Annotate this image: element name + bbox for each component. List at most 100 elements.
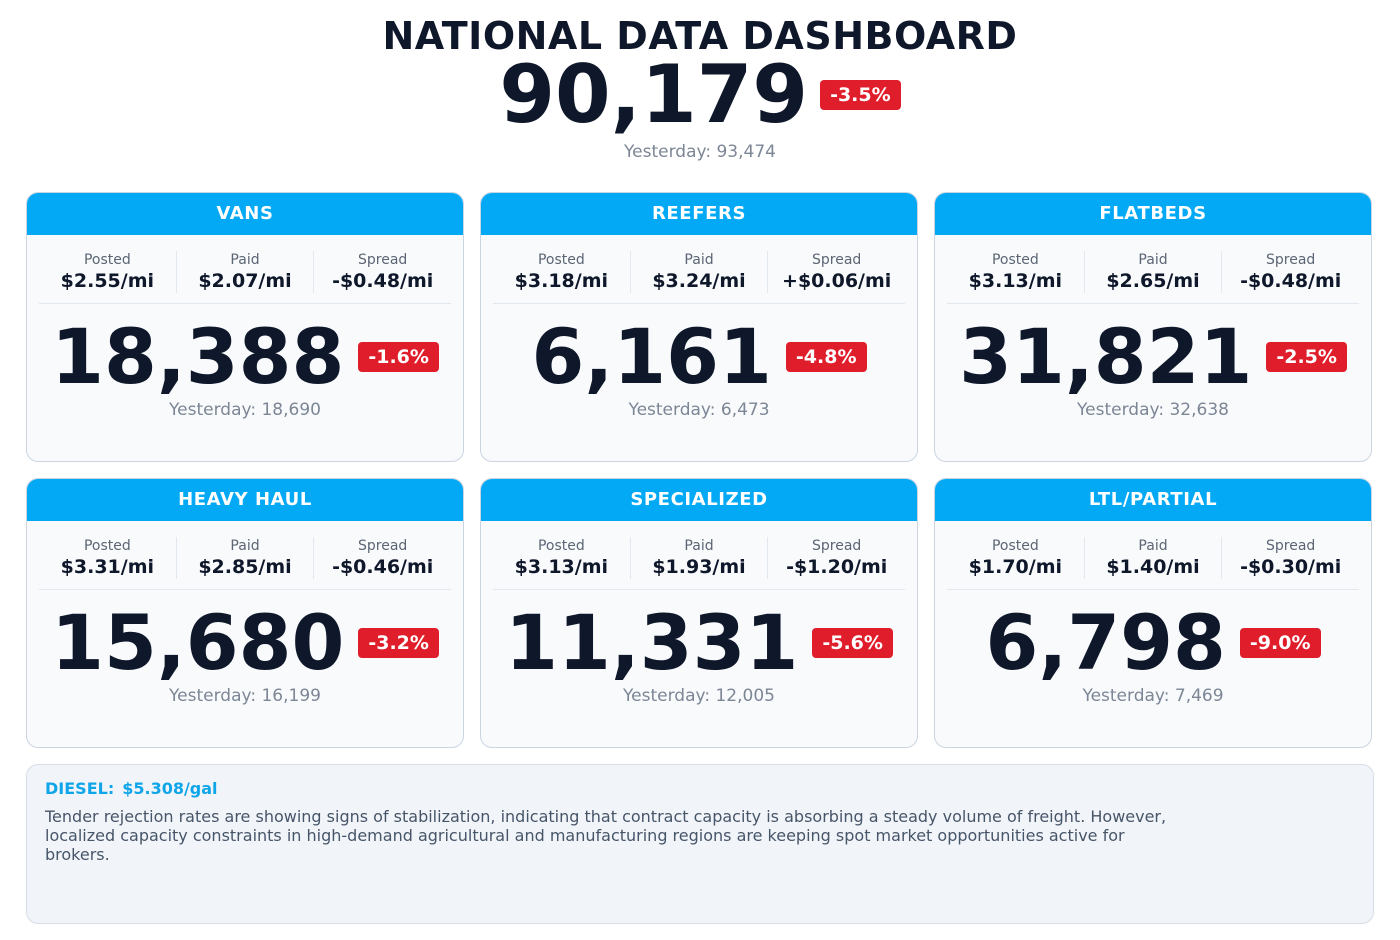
metric: Posted $1.70/mi [947,537,1084,579]
count-row: 6,798 -9.0% [935,600,1371,686]
card: SPECIALIZED Posted $3.13/mi Paid $1.93/mi Spr… [480,478,918,748]
total-count: 90,179 [499,48,809,141]
metric: Paid $2.65/mi [1083,251,1222,293]
metric-value: $3.24/mi [652,270,746,292]
metrics-row: Posted $3.18/mi Paid $3.24/mi Spread +$0.06/m… [493,251,905,304]
yesterday: Yesterday: 18,690 [169,400,321,420]
metric: Posted $3.13/mi [493,537,630,579]
metric-label: Posted [991,538,1039,554]
card: LTL/PARTIAL Posted $1.70/mi Paid $1.40/mi Spr… [934,478,1372,748]
metric-label: Paid [1138,538,1168,554]
dashboard-title: NATIONAL DATA DASHBOARD [382,14,1018,58]
metric: Posted $2.55/mi [39,251,176,293]
change-badge: -9.0% [1239,628,1321,658]
metric-label: Posted [991,252,1039,268]
metrics-row: Posted $2.55/mi Paid $2.07/mi Spread -$0.48/m… [39,251,451,304]
metric: Spread -$0.48/mi [1221,251,1359,293]
metric: Posted $3.31/mi [39,537,176,579]
metric: Posted $3.18/mi [493,251,630,293]
count-row: 6,161 -4.8% [481,314,917,400]
load-count: 6,161 [531,312,772,401]
card: FLATBEDS Posted $3.13/mi Paid $2.65/mi Spread… [934,192,1372,462]
total-row: 90,179 -3.5% [0,48,1400,141]
metric-value: $1.93/mi [652,556,746,578]
yesterday: Yesterday: 16,199 [169,686,321,706]
metric: Spread -$0.48/mi [313,251,451,293]
card-title: VANS [27,193,463,235]
metric-value: $2.65/mi [1106,270,1200,292]
metric-label: Posted [537,538,585,554]
diesel: DIESEL: $5.308/gal [45,779,1355,799]
metric-value: +$0.06/mi [782,270,892,292]
metric-value: $1.70/mi [968,556,1063,578]
metric-value: $3.13/mi [514,556,609,578]
card-grid: VANS Posted $2.55/mi Paid $2.07/mi Spread -$0.… [26,192,1372,748]
metrics-row: Posted $3.13/mi Paid $2.65/mi Spread -$0.48/m… [947,251,1359,304]
metric-label: Posted [83,252,131,268]
load-count: 31,821 [959,312,1253,401]
metric-label: Paid [1138,252,1168,268]
count-row: 15,680 -3.2% [27,600,463,686]
metric-label: Posted [537,252,585,268]
metric: Spread -$0.46/mi [313,537,451,579]
metric-label: Paid [684,252,714,268]
metric-label: Paid [230,252,260,268]
metric-value: $3.13/mi [968,270,1063,292]
change-badge: -2.5% [1266,342,1347,372]
metric-value: $2.07/mi [198,270,292,292]
card-title: FLATBEDS [935,193,1371,235]
metric: Paid $1.93/mi [629,537,768,579]
card-title: HEAVY HAUL [27,479,463,521]
metric-label: Spread [1266,538,1316,554]
diesel-label: DIESEL: [45,779,115,798]
metric-label: Spread [812,252,862,268]
metric: Paid $2.85/mi [175,537,314,579]
load-count: 6,798 [985,598,1226,687]
metric-label: Spread [358,538,408,554]
yesterday: Yesterday: 12,005 [623,686,775,706]
change-badge: -3.5% [820,80,901,110]
metric-label: Spread [358,252,408,268]
card: REEFERS Posted $3.18/mi Paid $3.24/mi Spread +… [480,192,918,462]
metric-label: Paid [230,538,260,554]
metric-value: $3.31/mi [60,556,155,578]
metric-value: $1.40/mi [1106,556,1200,578]
metric-value: $2.85/mi [198,556,292,578]
card-title: SPECIALIZED [481,479,917,521]
yesterday: Yesterday: 7,469 [1082,686,1224,706]
metric-value: $3.18/mi [514,270,609,292]
metric-label: Spread [812,538,862,554]
note: Tender rejection rates are showing signs… [45,807,1167,864]
change-badge: -4.8% [785,342,867,372]
change-badge: -1.6% [358,342,439,372]
header: NATIONAL DATA DASHBOARD 90,179 -3.5% Yes… [0,14,1400,162]
card-title: REEFERS [481,193,917,235]
metric: Paid $1.40/mi [1083,537,1222,579]
metric: Paid $3.24/mi [629,251,768,293]
metric-value: -$0.48/mi [1240,270,1342,292]
metrics-row: Posted $3.31/mi Paid $2.85/mi Spread -$0.46/m… [39,537,451,590]
load-count: 18,388 [51,312,345,401]
metric-value: -$0.46/mi [332,556,434,578]
metric: Posted $3.13/mi [947,251,1084,293]
count-row: 18,388 -1.6% [27,314,463,400]
yesterday: Yesterday: 32,638 [1077,400,1229,420]
metrics-row: Posted $3.13/mi Paid $1.93/mi Spread -$1.20/m… [493,537,905,590]
metric: Spread -$1.20/mi [767,537,905,579]
metric-value: -$1.20/mi [786,556,888,578]
card: VANS Posted $2.55/mi Paid $2.07/mi Spread -$0.… [26,192,464,462]
metrics-row: Posted $1.70/mi Paid $1.40/mi Spread -$0.30/m… [947,537,1359,590]
metric-label: Paid [684,538,714,554]
card: HEAVY HAUL Posted $3.31/mi Paid $2.85/mi Spre… [26,478,464,748]
metric-label: Posted [83,538,131,554]
change-badge: -3.2% [358,628,439,658]
metric: Spread +$0.06/mi [767,251,905,293]
yesterday: Yesterday: 93,474 [624,142,776,162]
load-count: 15,680 [51,598,345,687]
change-badge: -5.6% [812,628,893,658]
count-row: 11,331 -5.6% [481,600,917,686]
metric-label: Spread [1266,252,1316,268]
count-row: 31,821 -2.5% [935,314,1371,400]
card-title: LTL/PARTIAL [935,479,1371,521]
